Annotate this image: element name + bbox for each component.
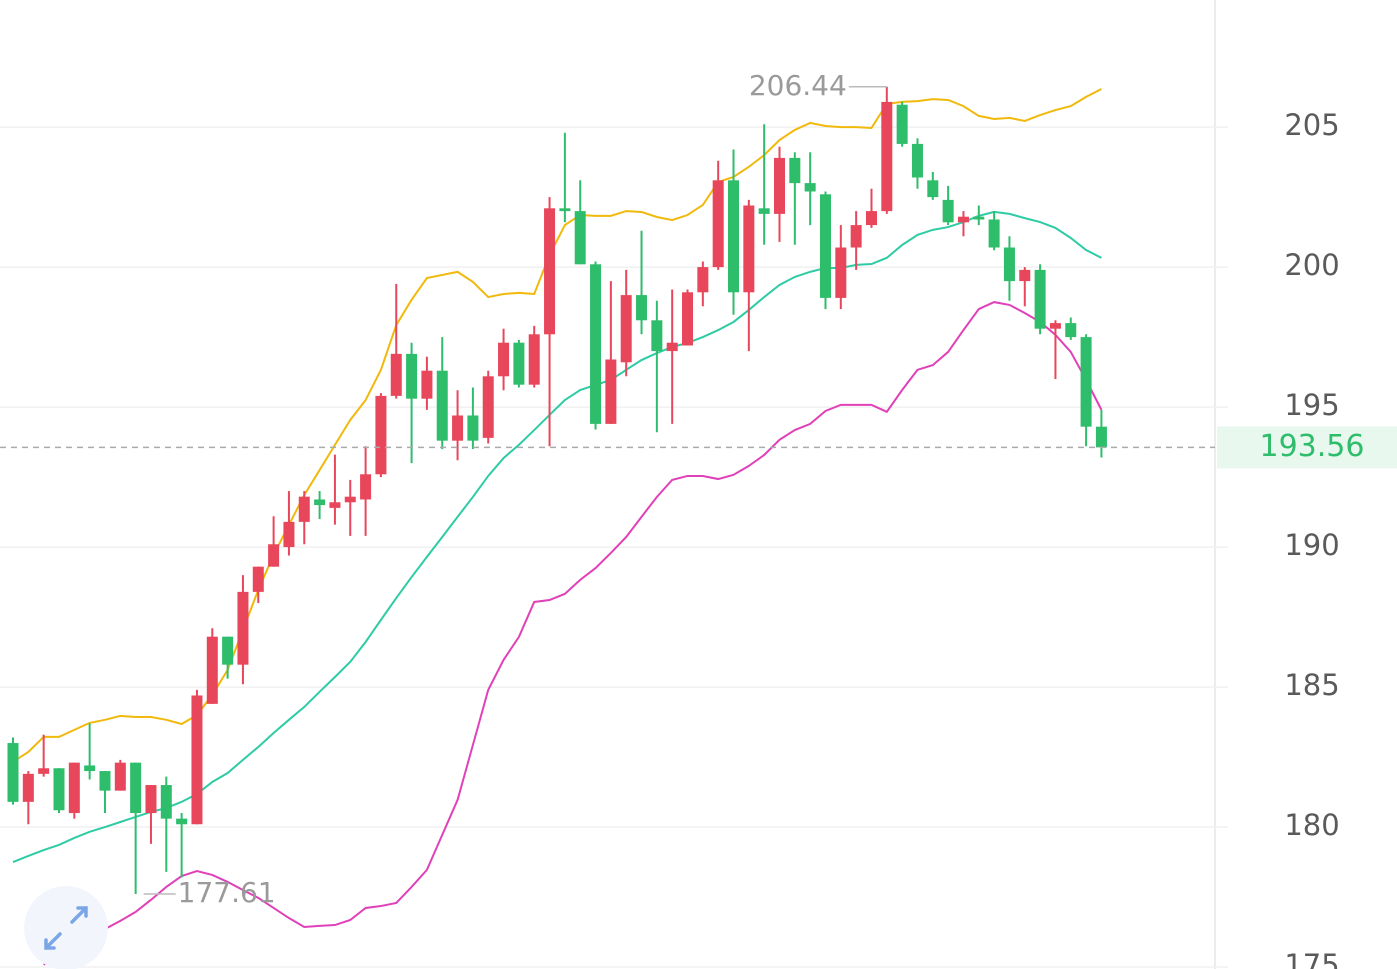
y-tick-label: 185 <box>1284 668 1339 702</box>
low-annotation: 177.61 <box>178 876 276 909</box>
candle-body <box>819 194 831 298</box>
candle-body <box>1065 323 1077 338</box>
y-tick-label: 195 <box>1284 388 1339 422</box>
candle-body <box>605 359 617 424</box>
candle-body <box>130 762 142 814</box>
candle-body <box>344 496 356 503</box>
expand-button-bg[interactable] <box>24 886 108 969</box>
candle-body <box>973 216 985 220</box>
candle-body <box>176 818 188 825</box>
candle-body <box>789 157 801 184</box>
candle-body <box>84 765 96 772</box>
candle-body <box>865 211 877 226</box>
candle-body <box>804 183 816 192</box>
candle-body <box>114 762 126 791</box>
candle-body <box>881 101 893 212</box>
candle-body <box>252 566 264 592</box>
candle-body <box>1049 323 1061 329</box>
candle-body <box>467 415 479 441</box>
candle-body <box>1003 247 1015 282</box>
expand-button[interactable] <box>24 886 108 969</box>
candle-body <box>927 180 939 198</box>
candle-body <box>528 334 540 385</box>
candle-body <box>283 521 295 548</box>
y-tick-label: 200 <box>1284 248 1339 282</box>
candle-body <box>636 295 648 321</box>
candle-body <box>728 180 740 293</box>
candle-body <box>590 264 602 424</box>
candle-body <box>329 502 341 508</box>
candle-body <box>160 785 172 819</box>
y-tick-label: 180 <box>1284 808 1339 842</box>
candle-body <box>421 370 433 399</box>
candle-body <box>436 370 448 441</box>
candle-body <box>482 376 494 438</box>
candle-body <box>68 762 80 814</box>
candle-body <box>375 395 387 475</box>
candle-body <box>911 143 923 178</box>
candle-body <box>758 208 770 214</box>
overlay: 206.44 177.61 193.56 <box>0 69 1397 909</box>
candle-body <box>53 768 65 811</box>
candle-body <box>206 636 218 704</box>
band-line <box>43 301 1103 966</box>
candle-body <box>774 157 785 214</box>
candle-body <box>544 208 556 335</box>
candle-body <box>988 219 1000 248</box>
candle-body <box>957 216 969 223</box>
candle-body <box>942 199 954 223</box>
candle-body <box>1095 426 1107 448</box>
candle-body <box>314 499 326 506</box>
candle-body <box>574 211 586 265</box>
candle-body <box>896 104 908 144</box>
candle-body <box>38 768 50 774</box>
candle-body <box>222 636 234 665</box>
candle-body <box>850 225 862 248</box>
candle-body <box>697 267 709 293</box>
candle-body <box>498 342 510 377</box>
candle-body <box>99 771 111 791</box>
y-tick-label: 190 <box>1284 528 1339 562</box>
high-annotation: 206.44 <box>749 69 847 102</box>
candle-body <box>835 247 847 298</box>
candle-body <box>559 208 571 212</box>
candle-body <box>7 743 19 802</box>
last-price-label: 193.56 <box>1260 429 1365 464</box>
candle-body <box>268 544 280 567</box>
bands <box>12 88 1103 966</box>
candle-body <box>1034 269 1046 329</box>
candle-body <box>513 342 525 385</box>
candle-body <box>191 695 203 825</box>
candle-body <box>1080 337 1092 427</box>
y-tick-label: 205 <box>1284 108 1339 142</box>
candle-body <box>298 496 310 522</box>
candle-body <box>406 353 418 399</box>
grid: 175 180 185 190 195 200 205 <box>0 108 1340 969</box>
candle-body <box>712 180 724 268</box>
band-line <box>12 210 1102 863</box>
candle-body <box>620 295 632 363</box>
candle-body <box>682 292 694 346</box>
y-tick-label: 175 <box>1284 948 1339 969</box>
candle-body <box>743 205 755 293</box>
candle-body <box>22 773 34 802</box>
candle-body <box>651 320 663 352</box>
candle-body <box>390 353 402 396</box>
candle-body <box>666 342 678 352</box>
candle-body <box>1019 269 1031 282</box>
candles <box>7 86 1107 894</box>
candle-body <box>237 591 249 665</box>
candle-body <box>360 474 372 500</box>
last-price-badge <box>1217 426 1397 469</box>
candle-body <box>452 415 464 441</box>
candle-body <box>145 785 157 814</box>
expand-icon[interactable] <box>44 906 88 950</box>
